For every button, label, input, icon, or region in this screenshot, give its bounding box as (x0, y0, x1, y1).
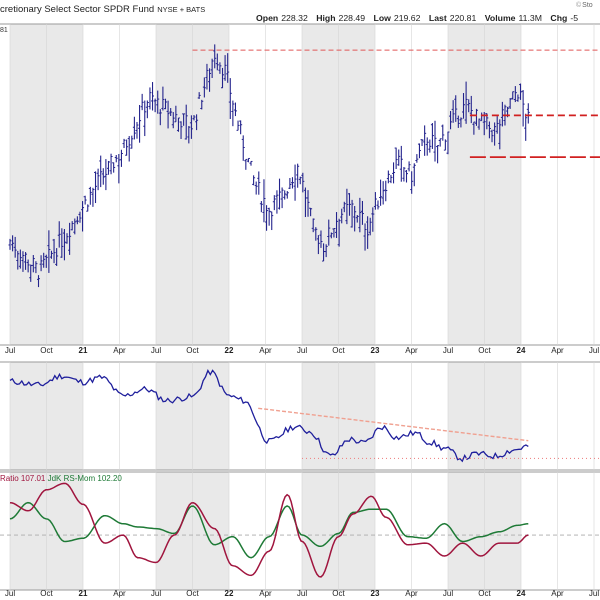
x-tick-label: Jul (151, 589, 161, 598)
x-tick-label: 24 (517, 346, 526, 355)
x-tick-label: Jul (5, 589, 15, 598)
x-tick-label: Apr (405, 346, 418, 355)
x-tick-label: Jul (151, 346, 161, 355)
x-tick-label: Jul (589, 346, 599, 355)
x-tick-label: Jul (5, 346, 15, 355)
fund-name: cretionary Select Sector SPDR Fund (0, 4, 155, 15)
x-tick-label: Oct (186, 346, 199, 355)
open-value: 228.32 (281, 13, 308, 23)
last-value: 220.81 (449, 13, 477, 23)
x-tick-label: Oct (478, 589, 491, 598)
x-tick-label: 21 (79, 346, 88, 355)
x-tick-label: Jul (297, 589, 307, 598)
x-tick-label: Oct (478, 346, 491, 355)
x-tick-label: 24 (517, 589, 526, 598)
price-series (8, 44, 530, 288)
symbol-title: cretionary Select Sector SPDR Fund NYSE +… (0, 4, 205, 15)
legend-momentum: JdK RS-Mom 102.20 (48, 474, 123, 483)
rs-line (9, 368, 529, 463)
jdk-rs-ratio-line (9, 482, 529, 578)
price-axis-label: 81 (0, 27, 8, 34)
change-value: -5 (570, 13, 579, 23)
x-tick-label: 22 (225, 589, 234, 598)
x-tick-label: Apr (259, 589, 272, 598)
x-tick-label: Apr (259, 346, 272, 355)
ohlc-readout: Open 228.32 High 228.49 Low 219.62 Last 220.… (256, 13, 579, 23)
chart-header: cretionary Select Sector SPDR Fund NYSE +… (0, 0, 600, 24)
x-tick-label: 23 (371, 346, 380, 355)
indicator-legend: Ratio 107.01 JdK RS-Mom 102.20 (0, 474, 122, 483)
x-tick-label: Oct (332, 589, 345, 598)
x-tick-label: 22 (225, 346, 234, 355)
volume-value: 11.3M (518, 13, 543, 23)
x-tick-label: Oct (186, 589, 199, 598)
copyright-icon: © (576, 2, 582, 9)
x-tick-label: Oct (40, 589, 53, 598)
x-tick-label: 23 (371, 589, 380, 598)
x-tick-label: Apr (551, 346, 564, 355)
x-tick-label: Jul (589, 589, 599, 598)
x-tick-label: Jul (297, 346, 307, 355)
exchange-label: NYSE + BATS (157, 5, 206, 14)
x-tick-label: Apr (113, 346, 126, 355)
x-tick-label: 21 (79, 589, 88, 598)
x-tick-label: Apr (405, 589, 418, 598)
high-value: 228.49 (338, 13, 366, 23)
rs-downtrend-line (258, 407, 529, 442)
x-tick-label: Oct (40, 346, 53, 355)
x-tick-label: Apr (551, 589, 564, 598)
legend-ratio: Ratio 107.01 (0, 474, 48, 483)
x-tick-label: Apr (113, 589, 126, 598)
x-tick-label: Jul (443, 589, 453, 598)
x-tick-label: Jul (443, 346, 453, 355)
low-value: 219.62 (393, 13, 421, 23)
stockcharts-watermark: ©Sto (576, 2, 593, 9)
jdk-rs-momentum-line (9, 501, 529, 559)
x-tick-label: Oct (332, 346, 345, 355)
